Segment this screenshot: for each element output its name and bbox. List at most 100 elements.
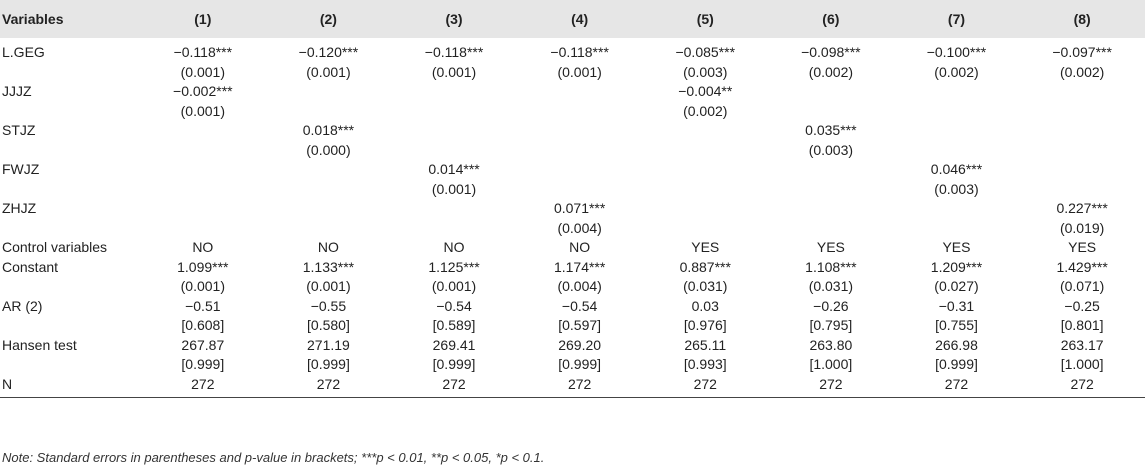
cell-value: YES [942, 239, 971, 255]
cell-value: 1.429*** [1056, 258, 1108, 275]
cell-value: −0.31 [938, 297, 975, 314]
cell-secondary [894, 219, 1020, 239]
table-cell: −0.097*** (0.002) [1019, 38, 1145, 82]
cell-value: 266.98 [935, 336, 978, 353]
cell-secondary: [0.608] [181, 317, 225, 333]
cell-value: −0.097*** [1052, 44, 1112, 60]
cell-value: 263.17 [1060, 336, 1104, 353]
cell-value [642, 121, 768, 141]
cell-value [391, 199, 517, 219]
table-cell: −0.002*** (0.001) [140, 82, 266, 121]
cell-value: 272 [944, 375, 969, 392]
table-cell: 269.20 [0.999] [517, 336, 643, 375]
header-col-4: (4) [516, 0, 643, 38]
row-label: STJZ [2, 122, 36, 138]
table-cell [391, 82, 517, 121]
cell-value: −0.002*** [173, 83, 233, 99]
cell-secondary: [0.999] [432, 356, 476, 372]
cell-value: YES [691, 239, 720, 255]
table-cell: −0.31 [0.755] [894, 297, 1020, 336]
cell-secondary: [0.999] [558, 356, 602, 372]
header-col-1: (1) [140, 0, 266, 38]
row-label: L.GEG [2, 44, 45, 60]
table-cell: YES [894, 238, 1020, 258]
table-cell [517, 121, 643, 160]
table-cell: −0.26 [0.795] [768, 297, 894, 336]
cell-value: −0.51 [185, 297, 221, 314]
cell-value: 272 [191, 375, 215, 392]
cell-secondary [391, 219, 517, 239]
cell-secondary [894, 141, 1020, 161]
cell-secondary: (0.071) [1059, 278, 1105, 294]
cell-secondary: (0.031) [683, 278, 728, 294]
cell-secondary: (0.001) [180, 63, 225, 80]
row-label: JJJZ [2, 83, 32, 99]
cell-secondary: [0.597] [558, 317, 602, 333]
cell-value [517, 160, 643, 180]
table-cell: −0.51 [0.608] [140, 297, 266, 336]
table-cell [1019, 160, 1145, 199]
cell-value: 267.87 [181, 336, 225, 353]
table-row: Constant 1.099*** (0.001) 1.133*** (0.001) 1.… [0, 258, 1145, 297]
cell-secondary: [0.801] [1060, 317, 1104, 333]
table-cell [768, 82, 894, 121]
cell-value [517, 121, 643, 141]
cell-secondary: (0.004) [557, 219, 602, 236]
cell-secondary [140, 180, 266, 200]
table-cell: NO [266, 238, 392, 258]
cell-value: 1.174*** [553, 258, 606, 275]
row-label: ZHJZ [2, 200, 37, 216]
cell-value [768, 199, 894, 219]
table-cell: NO [140, 238, 266, 258]
cell-value: 272 [567, 375, 592, 392]
cell-value [894, 82, 1020, 102]
cell-value [140, 199, 266, 219]
cell-value: −0.118*** [550, 44, 609, 60]
cell-secondary: (0.003) [934, 180, 979, 197]
table-cell: 266.98 [0.999] [894, 336, 1020, 375]
cell-value: 265.11 [684, 336, 727, 353]
cell-value: 1.209*** [930, 258, 983, 275]
table-cell [768, 199, 894, 238]
table-cell: 269.41 [0.999] [391, 336, 517, 375]
cell-value [1019, 82, 1145, 102]
cell-value [1019, 121, 1145, 141]
table-cell [140, 121, 266, 160]
table-cell: 0.014*** (0.001) [391, 160, 517, 199]
cell-value: 269.41 [432, 336, 476, 353]
cell-value: NO [317, 239, 339, 255]
table-note: Note: Standard errors in parentheses and… [2, 450, 545, 465]
row-label: FWJZ [2, 161, 40, 177]
cell-secondary: (0.027) [934, 278, 979, 294]
table-cell [642, 160, 768, 199]
table-body: L.GEG −0.118*** (0.001) −0.120*** (0.001) −0.… [0, 38, 1145, 398]
table-cell [1019, 82, 1145, 121]
cell-value: NO [443, 239, 465, 255]
cell-value: NO [192, 239, 214, 255]
cell-value [894, 121, 1020, 141]
table-cell [894, 121, 1020, 160]
table-cell [266, 82, 392, 121]
table-cell: −0.25 [0.801] [1019, 297, 1145, 336]
cell-secondary: [1.000] [1060, 356, 1104, 372]
row-label: Control variables [2, 239, 108, 255]
table-cell: 263.17 [1.000] [1019, 336, 1145, 375]
table-cell: 272 [1019, 374, 1145, 398]
cell-value: −0.118*** [173, 44, 233, 60]
header-col-8: (8) [1019, 0, 1145, 38]
cell-value: 272 [1070, 375, 1094, 392]
cell-value [391, 121, 517, 141]
table-cell [642, 199, 768, 238]
cell-value: 0.035*** [805, 122, 857, 138]
cell-secondary [1019, 180, 1145, 200]
table-cell: 0.046*** (0.003) [894, 160, 1020, 199]
table-cell: 1.429*** (0.071) [1019, 258, 1145, 297]
table-cell: 1.209*** (0.027) [894, 258, 1020, 297]
table-cell: 1.133*** (0.001) [266, 258, 392, 297]
table-cell: 263.80 [1.000] [768, 336, 894, 375]
cell-value [768, 82, 894, 102]
cell-secondary [266, 102, 392, 122]
cell-secondary: (0.001) [431, 278, 477, 294]
cell-secondary: [0.993] [683, 356, 727, 372]
cell-value: −0.120*** [298, 44, 359, 60]
